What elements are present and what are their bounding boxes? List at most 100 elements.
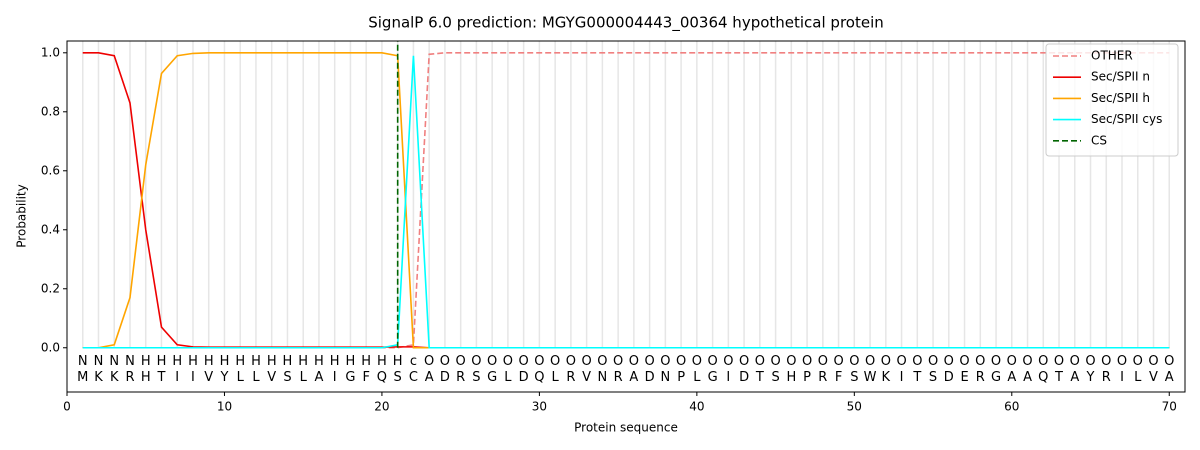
residue: C [409, 370, 418, 385]
y-tick-label: 0.4 [41, 222, 60, 236]
residue-annotation: H [251, 354, 261, 369]
residue-annotation: O [1038, 354, 1048, 369]
residue-annotation: O [881, 354, 891, 369]
residue-annotation: O [471, 354, 481, 369]
residue: R [818, 370, 827, 385]
residue-annotation: H [314, 354, 324, 369]
residue-annotation: O [959, 354, 969, 369]
residue: S [472, 370, 480, 385]
residue: G [708, 370, 718, 385]
residue-annotation: O [1054, 354, 1064, 369]
residue: G [487, 370, 497, 385]
residue-annotation: O [833, 354, 843, 369]
residue-annotation: O [707, 354, 717, 369]
residue: G [345, 370, 355, 385]
residue: L [252, 370, 260, 385]
residue-annotation: O [818, 354, 828, 369]
residue: A [629, 370, 638, 385]
residue-annotation: O [786, 354, 796, 369]
series-line [82, 55, 1170, 349]
residue-annotation: H [141, 354, 151, 369]
residue-annotation: O [1007, 354, 1017, 369]
residue-annotation: H [377, 354, 387, 369]
residue-annotation: O [1085, 354, 1095, 369]
residue: K [94, 370, 103, 385]
residue-annotation: O [802, 354, 812, 369]
residue-annotation: H [283, 354, 293, 369]
chart-title: SignalP 6.0 prediction: MGYG000004443_00… [368, 14, 884, 33]
residue-annotation: H [361, 354, 371, 369]
residue-annotation: O [770, 354, 780, 369]
residue-annotation: O [896, 354, 906, 369]
residue-annotation: O [503, 354, 513, 369]
residue-annotation: N [78, 354, 88, 369]
y-tick-label: 0.0 [41, 340, 60, 354]
legend-label: OTHER [1091, 49, 1133, 63]
residue-annotation: O [849, 354, 859, 369]
residue: A [1023, 370, 1032, 385]
legend-label: Sec/SPII h [1091, 91, 1150, 105]
x-tick-label: 0 [63, 400, 71, 414]
y-tick-label: 0.2 [41, 281, 60, 295]
residue: K [882, 370, 891, 385]
residue: I [900, 370, 904, 385]
x-axis-label: Protein sequence [574, 421, 678, 435]
residue: I [175, 370, 179, 385]
residue-annotation: O [613, 354, 623, 369]
residue-annotation: O [723, 354, 733, 369]
residue: N [660, 370, 670, 385]
residue: I [333, 370, 337, 385]
residue: R [456, 370, 465, 385]
residue: L [237, 370, 245, 385]
residue: R [566, 370, 575, 385]
legend-label: CS [1091, 133, 1107, 147]
residue-annotation: O [660, 354, 670, 369]
residue-annotation: O [928, 354, 938, 369]
residue-annotation: O [597, 354, 607, 369]
residue: D [519, 370, 529, 385]
residue-annotation: N [125, 354, 135, 369]
residue-annotation: O [582, 354, 592, 369]
residue: L [1134, 370, 1142, 385]
residue-annotation: O [1133, 354, 1143, 369]
residue: T [157, 370, 166, 385]
residue-annotation: O [991, 354, 1001, 369]
residue-annotation: O [1164, 354, 1174, 369]
residue: A [1165, 370, 1174, 385]
residue: S [929, 370, 937, 385]
residue-annotation: O [755, 354, 765, 369]
residue-annotation: O [534, 354, 544, 369]
y-axis-label: Probability [15, 184, 29, 247]
residue: R [1102, 370, 1111, 385]
residue-annotation: H [346, 354, 356, 369]
residue: A [1007, 370, 1016, 385]
residue: L [300, 370, 308, 385]
residue: H [141, 370, 151, 385]
residue: T [755, 370, 764, 385]
residue: Y [1086, 370, 1095, 385]
residue-annotation: O [692, 354, 702, 369]
residue: I [1120, 370, 1124, 385]
x-tick-label: 70 [1162, 400, 1177, 414]
x-tick-label: 40 [689, 400, 704, 414]
residue: P [803, 370, 811, 385]
residue-annotation: O [440, 354, 450, 369]
residue-annotation: O [944, 354, 954, 369]
residue-annotation: O [566, 354, 576, 369]
residue-annotation: O [550, 354, 560, 369]
residue: A [1070, 370, 1079, 385]
residue-annotation: H [235, 354, 245, 369]
residue-annotation: O [912, 354, 922, 369]
residue: R [125, 370, 134, 385]
residue-annotation: O [1148, 354, 1158, 369]
x-tick-label: 50 [847, 400, 862, 414]
residue: S [850, 370, 858, 385]
legend-label: Sec/SPII n [1091, 70, 1150, 84]
residue: D [944, 370, 954, 385]
residue: Q [534, 370, 544, 385]
residue-annotation: O [1101, 354, 1111, 369]
residue: I [191, 370, 195, 385]
